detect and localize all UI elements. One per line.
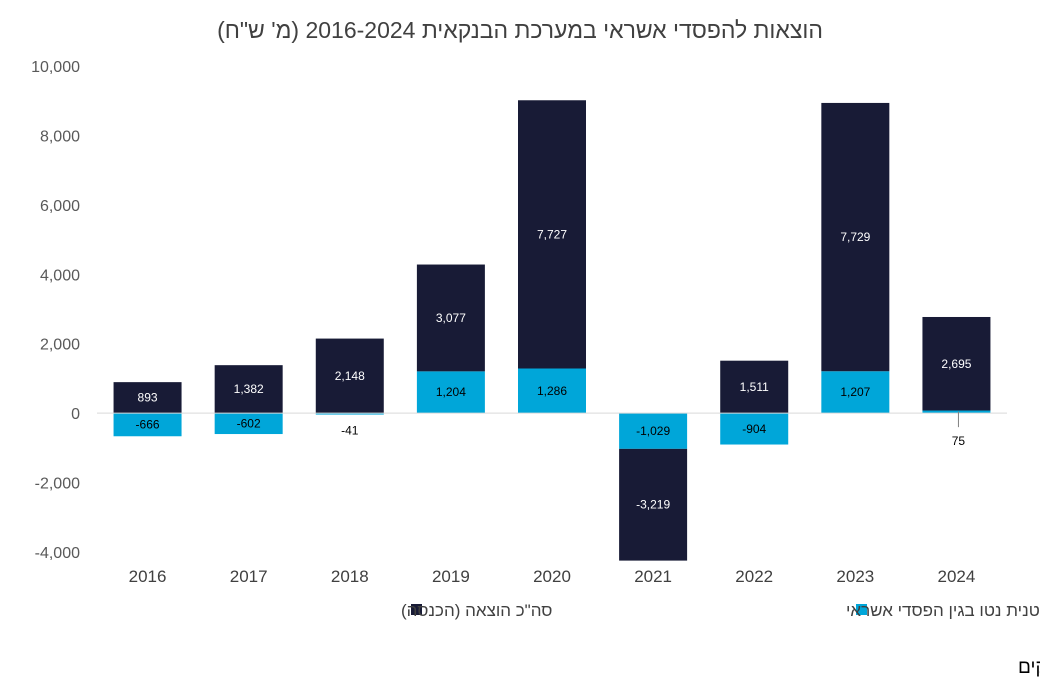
data-label-individual-2024: 75 [952, 434, 966, 448]
legend-label-total: סה"כ הוצאה (הכנסה) [401, 601, 552, 620]
data-label-total-2020: 7,727 [537, 227, 567, 241]
x-tick-label-2022: 2022 [735, 567, 773, 586]
bar-total-2023 [821, 102, 890, 372]
bar-individual-2016 [113, 413, 182, 437]
x-tick-label-2021: 2021 [634, 567, 672, 586]
bar-total-2022 [720, 360, 789, 414]
bar-individual-2018 [315, 413, 384, 415]
y-tick-label: -4,000 [35, 545, 80, 562]
x-tick-label-2018: 2018 [331, 567, 369, 586]
x-axis: 2016 2017 2018 2019 2020 2021 2022 2023 2024 [129, 567, 976, 586]
data-label-total-2022: 1,511 [740, 380, 769, 394]
data-label-individual-2018: -41 [341, 424, 359, 438]
y-tick-label: 0 [71, 406, 80, 423]
data-label-total-2024: 2,695 [941, 357, 971, 371]
legend-label-individual: הוצאה (הכנסה) פרטנית נטו בגין הפסדי אשרא… [846, 601, 1040, 620]
bar-total-2020 [518, 100, 586, 369]
data-label-total-2017: 1,382 [234, 382, 264, 396]
bar-total-2016 [113, 382, 182, 414]
x-tick-label-2024: 2024 [938, 567, 976, 586]
data-labels: 893 -666 1,382 -602 2,148 -41 3,077 1,204 7,727 1… [136, 227, 972, 511]
data-label-total-2023: 7,729 [840, 230, 870, 244]
x-tick-label-2017: 2017 [230, 567, 268, 586]
bar-total-2018 [315, 338, 384, 414]
x-tick-label-2020: 2020 [533, 567, 571, 586]
bar-individual-2017 [214, 413, 283, 435]
data-label-total-2019: 3,077 [436, 311, 466, 325]
data-label-total-2018: 2,148 [335, 369, 365, 383]
bars [113, 100, 991, 561]
bar-individual-2019 [416, 371, 485, 414]
source-note: מקור –עיבודי IBI לדוחות הבנקים [1018, 657, 1040, 678]
y-tick-label: 2,000 [40, 337, 80, 354]
data-label-individual-2021: -1,029 [636, 424, 670, 438]
data-label-individual-2020: 1,286 [537, 384, 567, 398]
bar-individual-2024 [922, 410, 991, 414]
x-tick-label-2016: 2016 [129, 567, 167, 586]
bar-total-2021 [619, 448, 688, 561]
bar-individual-2021 [619, 413, 688, 449]
x-tick-label-2023: 2023 [836, 567, 874, 586]
data-label-individual-2019: 1,204 [436, 385, 466, 399]
y-tick-label: -2,000 [35, 476, 80, 493]
y-axis: -4,000 -2,000 0 2,000 4,000 6,000 8,000 10,000 [31, 59, 80, 562]
y-tick-label: 8,000 [40, 128, 80, 145]
data-label-individual-2023: 1,207 [840, 385, 870, 399]
legend: הוצאה (הכנסה) פרטנית נטו בגין הפסדי אשרא… [401, 601, 1040, 620]
x-tick-label-2019: 2019 [432, 567, 470, 586]
data-label-total-2016: 893 [138, 391, 158, 405]
y-tick-label: 6,000 [40, 198, 80, 215]
data-label-individual-2016: -666 [136, 418, 160, 432]
bar-total-2019 [416, 264, 485, 372]
data-label-total-2021: -3,219 [636, 498, 670, 512]
bar-individual-2023 [821, 371, 890, 414]
bar-total-2017 [214, 365, 283, 414]
y-tick-label: 10,000 [31, 59, 80, 76]
legend-swatch-total [411, 604, 422, 615]
bar-individual-2022 [720, 413, 789, 445]
bar-total-2024 [922, 316, 991, 411]
data-label-individual-2022: -904 [742, 422, 766, 436]
bar-individual-2020 [518, 368, 586, 414]
legend-swatch-individual [856, 604, 867, 615]
chart-title: הוצאות להפסדי אשראי במערכת הבנקאית 2016-… [217, 17, 823, 43]
y-tick-label: 4,000 [40, 267, 80, 284]
data-label-individual-2017: -602 [237, 417, 261, 431]
